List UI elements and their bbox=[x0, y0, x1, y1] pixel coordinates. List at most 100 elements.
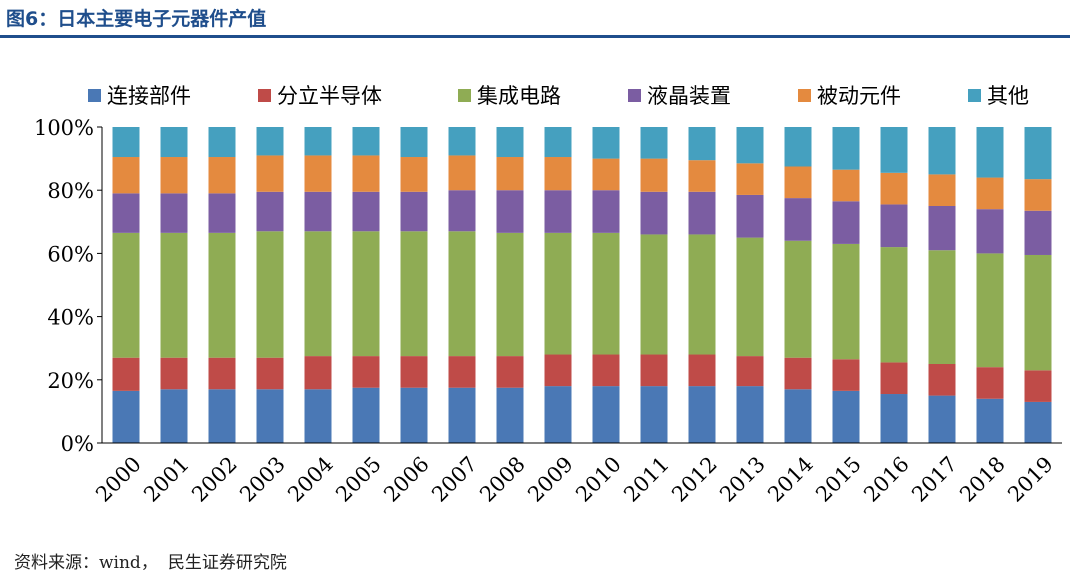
bar-segment bbox=[1024, 179, 1052, 211]
bar-segment bbox=[592, 190, 620, 233]
bar-segment bbox=[448, 127, 476, 156]
bar-segment bbox=[208, 357, 236, 390]
bar-segment bbox=[640, 158, 668, 192]
bar-segment bbox=[256, 389, 284, 443]
bar-segment bbox=[688, 160, 716, 192]
bar-segment bbox=[880, 204, 908, 248]
bar-segment bbox=[688, 191, 716, 235]
x-tick-label: 2017 bbox=[907, 452, 962, 507]
bar-segment bbox=[400, 191, 428, 232]
bar-segment bbox=[1024, 370, 1052, 402]
x-tick-label: 2000 bbox=[91, 452, 146, 507]
bar-segment bbox=[592, 232, 620, 355]
bar-segment bbox=[928, 127, 956, 175]
x-tick-label: 2001 bbox=[139, 452, 194, 507]
bar-segment bbox=[640, 354, 668, 387]
legend-label: 集成电路 bbox=[477, 84, 561, 108]
bar-segment bbox=[304, 389, 332, 443]
bar-segment bbox=[256, 357, 284, 390]
bar-segment bbox=[208, 232, 236, 358]
y-tick-label: 100% bbox=[34, 116, 94, 140]
bar-segment bbox=[928, 250, 956, 364]
bar-segment bbox=[208, 127, 236, 158]
bar-segment bbox=[880, 394, 908, 443]
bar-segment bbox=[400, 387, 428, 443]
legend-label: 液晶装置 bbox=[647, 84, 731, 108]
legend-label: 连接部件 bbox=[107, 84, 191, 108]
legend-swatch bbox=[458, 89, 471, 102]
x-tick-label: 2015 bbox=[811, 452, 866, 507]
bar-segment bbox=[544, 190, 572, 233]
bar-segment bbox=[784, 389, 812, 443]
bar-segment bbox=[352, 231, 380, 357]
bar-segment bbox=[304, 191, 332, 232]
bar-segment bbox=[832, 169, 860, 202]
bar-segment bbox=[256, 231, 284, 358]
bar-segment bbox=[544, 127, 572, 158]
bar-segment bbox=[736, 356, 764, 387]
stacked-bar-chart: 连接部件 分立半导体 集成电路 液晶装置 被动元件 其他 0% 20% 40% 60% 80% 100… bbox=[34, 84, 1062, 507]
y-tick-label: 60% bbox=[47, 242, 94, 266]
bar-segment bbox=[160, 232, 188, 358]
bar-segment bbox=[304, 231, 332, 357]
bar-segment bbox=[688, 354, 716, 387]
bar-segment bbox=[736, 237, 764, 357]
bar-segment bbox=[832, 359, 860, 391]
bar-segment bbox=[400, 356, 428, 388]
bar-segment bbox=[496, 356, 524, 388]
x-tick-label: 2006 bbox=[379, 452, 434, 507]
x-tick-label: 2007 bbox=[427, 452, 482, 507]
bar-segment bbox=[592, 127, 620, 159]
bar-segment bbox=[496, 190, 524, 233]
bar-segment bbox=[208, 193, 236, 233]
x-tick-label: 2008 bbox=[475, 452, 530, 507]
y-tick-label: 80% bbox=[47, 179, 94, 203]
bar-segment bbox=[304, 155, 332, 192]
bar-segment bbox=[784, 127, 812, 167]
bar-segment bbox=[544, 232, 572, 355]
bar-segment bbox=[256, 155, 284, 192]
y-tick-label: 0% bbox=[61, 432, 94, 456]
bar-segment bbox=[112, 127, 140, 158]
bar-segment bbox=[352, 191, 380, 232]
bar-segment bbox=[880, 172, 908, 205]
bar-segment bbox=[1024, 127, 1052, 180]
bar-segment bbox=[640, 234, 668, 355]
bar-segment bbox=[736, 386, 764, 443]
bar-segment bbox=[832, 390, 860, 443]
x-tick-label: 2016 bbox=[859, 452, 914, 507]
bar-segment bbox=[448, 190, 476, 232]
bar-segment bbox=[256, 191, 284, 232]
bar-segment bbox=[112, 193, 140, 233]
bar-segment bbox=[880, 127, 908, 173]
bar-segment bbox=[688, 234, 716, 355]
x-tick-label: 2002 bbox=[187, 452, 242, 507]
bar-segment bbox=[784, 198, 812, 241]
bar-segment bbox=[976, 253, 1004, 368]
bar-segment bbox=[352, 127, 380, 156]
x-tick-label: 2005 bbox=[331, 452, 386, 507]
bar-segment bbox=[784, 240, 812, 358]
source-org: 民生证券研究院 bbox=[167, 553, 287, 573]
bar-segment bbox=[256, 127, 284, 156]
bar-segment bbox=[880, 362, 908, 395]
bar-segment bbox=[976, 127, 1004, 178]
bar-segment bbox=[928, 206, 956, 251]
bar-segment bbox=[640, 191, 668, 235]
x-tick-label: 2018 bbox=[955, 452, 1010, 507]
y-tick-label: 40% bbox=[47, 306, 94, 330]
bar-segment bbox=[352, 356, 380, 388]
bar-segment bbox=[304, 356, 332, 390]
x-tick-label: 2013 bbox=[715, 452, 770, 507]
title-rule bbox=[0, 35, 1070, 38]
bar-segment bbox=[496, 127, 524, 158]
x-tick-label: 2010 bbox=[571, 452, 626, 507]
bar-segment bbox=[544, 157, 572, 191]
bar-segment bbox=[160, 389, 188, 443]
bar-segment bbox=[736, 163, 764, 195]
bar-segment bbox=[160, 193, 188, 233]
bar-segment bbox=[592, 158, 620, 191]
bar-segment bbox=[832, 201, 860, 244]
bar-segment bbox=[352, 155, 380, 192]
bar-segment bbox=[832, 127, 860, 170]
